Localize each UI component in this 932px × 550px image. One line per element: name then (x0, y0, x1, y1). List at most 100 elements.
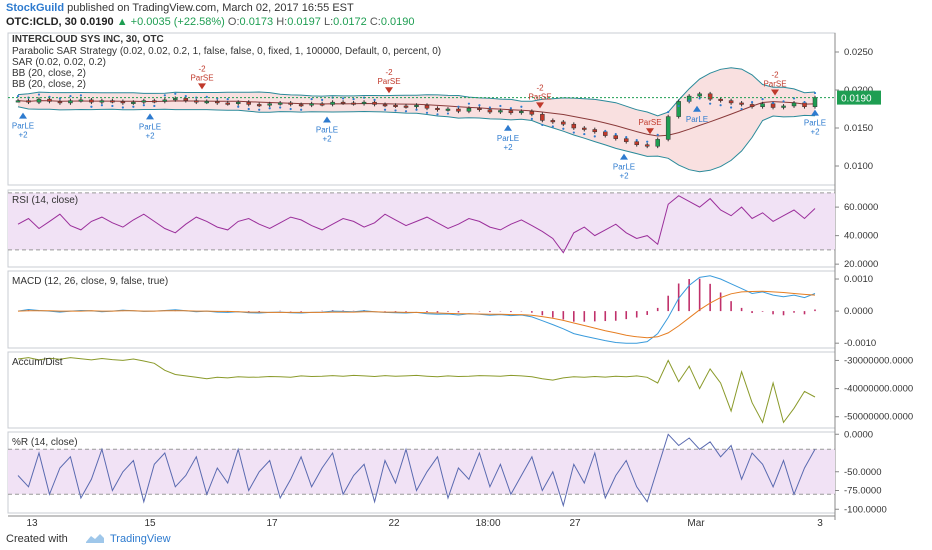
candle-body (802, 102, 807, 107)
x-tick-label: 17 (266, 518, 278, 528)
buy-arrow-icon (620, 153, 628, 160)
high-label: H: (276, 16, 288, 28)
publish-line: StockGuild published on TradingView.com,… (6, 2, 354, 14)
up-arrow-icon: ▲ (116, 16, 128, 28)
chart-canvas[interactable]: 0.0250 0.0200 0.0150 0.0100 60.0000 40.0000 20… (0, 30, 932, 528)
pane-frame-3 (7, 351, 836, 429)
sar-dot (341, 97, 345, 100)
x-tick-label: 15 (144, 518, 156, 528)
candle-body (267, 103, 272, 106)
legend-bb-1[interactable]: BB (20, close, 2) (12, 68, 86, 79)
candle-body (194, 100, 199, 103)
sar-dot (310, 98, 313, 101)
candle-body (603, 131, 608, 136)
candle-body (529, 111, 535, 115)
sar-dot (583, 132, 586, 136)
candle-body (120, 101, 126, 104)
candle-body (173, 98, 178, 101)
footer-bar: Created with TradingView (0, 528, 932, 550)
wr-pane-title[interactable]: %R (14, close) (12, 437, 78, 448)
sar-dot (625, 136, 628, 139)
candle-body (26, 100, 31, 103)
candle-body (561, 121, 566, 125)
sar-dot (761, 98, 764, 101)
candle-body (162, 99, 168, 102)
rsi-pane-title[interactable]: RSI (14, close) (12, 195, 79, 206)
candle-body (613, 135, 618, 139)
sell-marker-qty: -2 (536, 83, 544, 92)
bollinger-lower-line (17, 106, 816, 173)
legend-strategy[interactable]: Parabolic SAR Strategy (0.02, 0.02, 0.2,… (12, 46, 442, 57)
sar-dot (79, 94, 83, 97)
candle-body (812, 97, 818, 107)
buy-marker-label: ParLE (613, 163, 635, 172)
sell-marker-label: ParSE (763, 79, 786, 88)
y-tick-label: 40.0000 (844, 231, 878, 242)
sar-dot (268, 107, 271, 110)
sar-dot (142, 104, 145, 107)
candle-body (330, 101, 335, 105)
sar-dot (373, 98, 376, 101)
author-link[interactable]: StockGuild (6, 2, 65, 14)
sar-dot (383, 108, 387, 111)
candle-body (382, 104, 388, 107)
sar-dot (803, 101, 806, 104)
sell-arrow-icon (385, 87, 393, 94)
buy-marker-qty: +2 (810, 128, 820, 137)
y-tick-label: -50000000.0000 (844, 412, 913, 423)
sar-dot (478, 104, 481, 107)
sar-dot (604, 129, 607, 133)
legend-sar[interactable]: SAR (0.02, 0.02, 0.2) (12, 57, 106, 68)
buy-arrow-icon (811, 109, 819, 116)
sar-dot (656, 133, 659, 136)
buy-marker-qty: +2 (145, 131, 155, 140)
x-tick-label: 22 (388, 518, 400, 528)
sar-dot (100, 104, 103, 107)
close-label: C: (369, 16, 381, 28)
sar-dot (646, 140, 649, 143)
candle-body (246, 101, 251, 105)
buy-marker-qty: +2 (503, 143, 513, 152)
legend-bb-2[interactable]: BB (20, close, 2) (12, 79, 86, 90)
sar-dot (90, 105, 93, 108)
close-value: 0.0190 (380, 16, 415, 28)
publish-info: published on TradingView.com, March 02, … (67, 2, 354, 14)
candle-body (361, 101, 367, 104)
sar-dot (688, 99, 691, 102)
sar-dot (279, 106, 282, 109)
accum-dist-line (17, 357, 816, 424)
high-value: 0.0197 (287, 16, 321, 28)
bollinger-band-fill (18, 67, 815, 172)
sar-dot (247, 107, 250, 111)
macd-pane-title[interactable]: MACD (12, 26, close, 9, false, true) (12, 276, 169, 287)
y-tick-label: 60.0000 (844, 202, 878, 213)
candle-body (676, 101, 681, 117)
candle-body (393, 104, 398, 107)
buy-marker-label: ParLE (497, 134, 519, 143)
macd-signal-line (17, 290, 816, 339)
tradingview-brand[interactable]: TradingView (110, 533, 171, 545)
buy-arrow-icon (693, 105, 701, 112)
candle-body (487, 109, 493, 113)
open-label: O: (227, 16, 240, 28)
sar-dot (226, 98, 229, 101)
sar-dot (37, 93, 41, 96)
candle-body (739, 102, 744, 105)
y-tick-label: -75.0000 (844, 486, 882, 497)
sar-dot (572, 131, 575, 134)
sar-dot (404, 110, 408, 113)
accum-pane-title[interactable]: Accum/Dist (12, 357, 63, 368)
sar-dot (436, 113, 439, 116)
buy-marker-qty: +2 (619, 172, 629, 181)
last-price-tag (837, 90, 881, 105)
candle-body (445, 108, 451, 111)
sar-dot (551, 125, 554, 128)
candle-body (57, 101, 63, 104)
sar-dot (730, 106, 733, 109)
x-tick-label: 13 (26, 518, 38, 528)
candle-body (665, 116, 671, 140)
sar-dot (488, 106, 492, 109)
price-change: +0.0035 (+22.58%) (130, 16, 225, 28)
sar-dot (667, 110, 670, 114)
candle-body (351, 102, 356, 105)
